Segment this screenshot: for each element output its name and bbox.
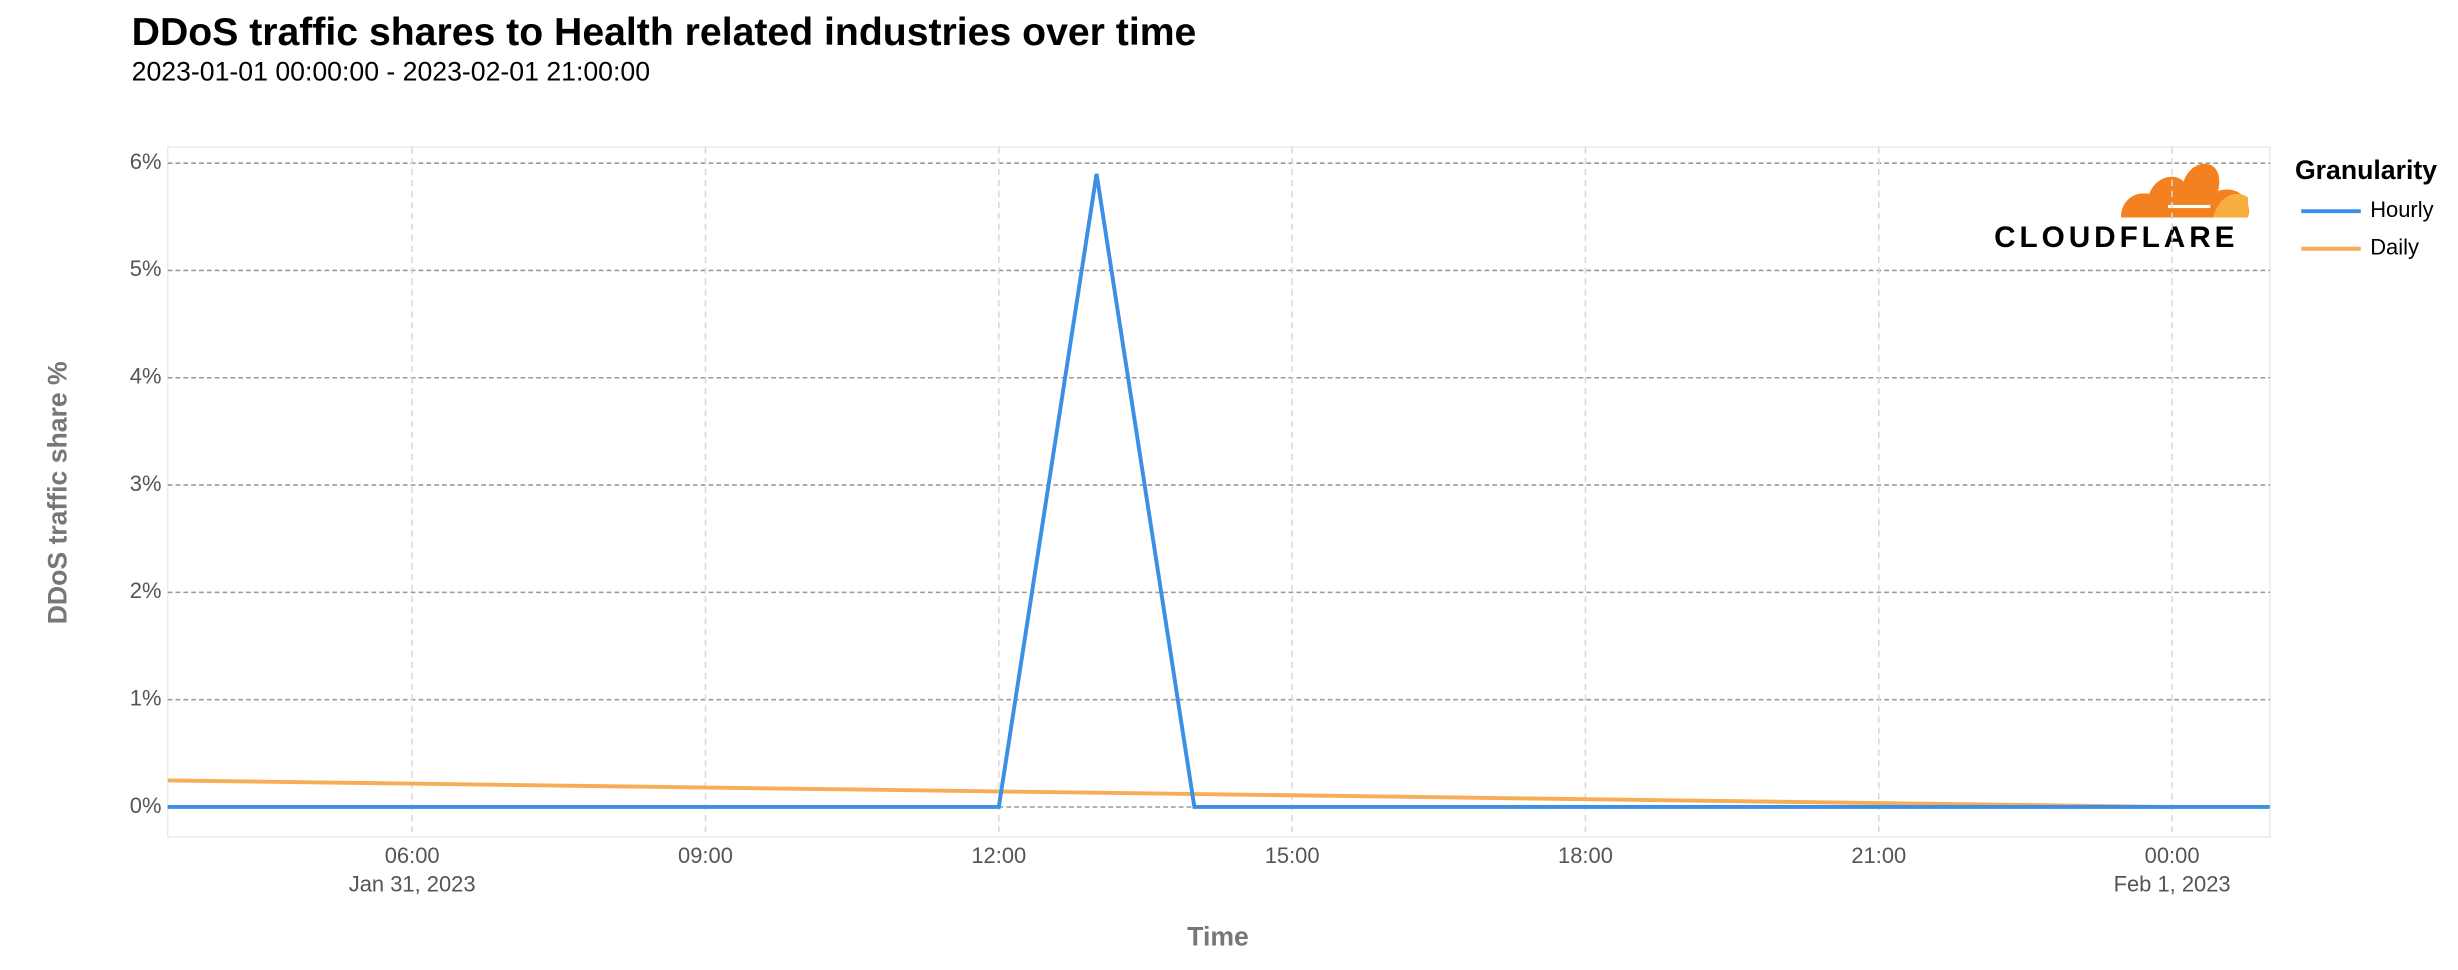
logo-cloud [2120, 163, 2249, 218]
chart-subtitle: 2023-01-01 00:00:00 - 2023-02-01 21:00:0… [132, 57, 650, 87]
x-tick-label: 21:00 [1851, 843, 1906, 868]
y-axis-label: DDoS traffic share % [43, 361, 73, 624]
x-tick-sublabel: Feb 1, 2023 [2114, 871, 2231, 896]
logo-cloud-light [2213, 193, 2248, 218]
x-tick-label: 15:00 [1265, 843, 1320, 868]
y-tick-label: 3% [130, 471, 162, 496]
y-tick-label: 6% [130, 149, 162, 174]
y-tick-label: 4% [130, 364, 162, 389]
x-tick-label: 18:00 [1558, 843, 1613, 868]
y-tick-label: 0% [130, 793, 162, 818]
y-tick-label: 5% [130, 256, 162, 281]
x-tick-label: 06:00 [385, 843, 440, 868]
x-axis-label: Time [1187, 922, 1249, 952]
legend-title: Granularity [2295, 155, 2437, 185]
y-tick-label: 1% [130, 685, 162, 710]
logo-text: CLOUDFLARE [1994, 221, 2238, 254]
logo: CLOUDFLARE [1994, 163, 2249, 254]
x-tick-label: 12:00 [971, 843, 1026, 868]
series-line [167, 778, 2173, 809]
legend-label: Daily [2370, 235, 2419, 260]
plot-frame [166, 146, 2271, 838]
x-tick-sublabel: Jan 31, 2023 [349, 871, 476, 896]
y-tick-label: 2% [130, 578, 162, 603]
chart-title: DDoS traffic shares to Health related in… [132, 11, 1197, 54]
legend-label: Hourly [2370, 197, 2433, 222]
x-tick-label: 09:00 [678, 843, 733, 868]
series-line [167, 173, 2270, 809]
x-tick-label: 00:00 [2145, 843, 2200, 868]
logo-stripe [2167, 204, 2211, 209]
plot-area [167, 173, 2270, 809]
